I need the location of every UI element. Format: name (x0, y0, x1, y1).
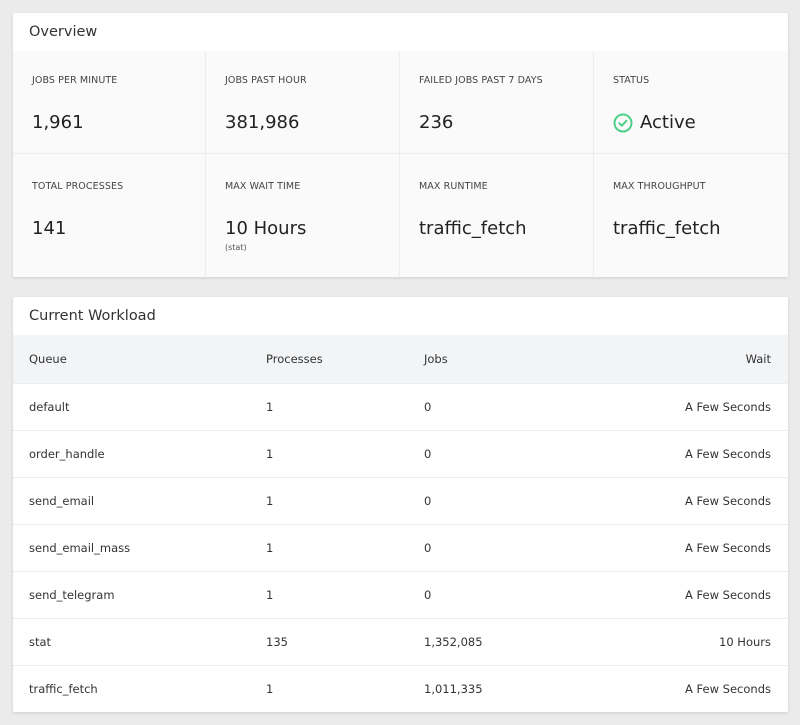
cell-processes: 1 (266, 429, 424, 477)
stat-value: 236 (419, 112, 454, 133)
table-header-row: Queue Processes Jobs Wait (13, 335, 788, 383)
stat-value-wrap: 1,961 (32, 112, 205, 133)
stat-subtext: (stat) (225, 243, 247, 252)
table-row[interactable]: stat 135 1,352,085 10 Hours (13, 617, 788, 665)
stat-label: Max Runtime (419, 181, 488, 192)
column-header-jobs: Jobs (424, 335, 556, 383)
stat-total-processes: Total Processes 141 (13, 154, 206, 277)
cell-jobs: 0 (424, 429, 556, 477)
stat-value-wrap: Active (613, 112, 788, 133)
cell-wait: A Few Seconds (555, 382, 788, 430)
workload-table: Queue Processes Jobs Wait default 1 0 A Few Se… (13, 335, 788, 712)
cell-wait: 10 Hours (555, 617, 788, 665)
cell-queue: send_telegram (13, 570, 266, 618)
overview-title: Overview (29, 24, 98, 40)
cell-jobs: 0 (424, 476, 556, 524)
stats-grid: Jobs Per Minute 1,961 Jobs Past Hour 381,98… (13, 51, 788, 277)
table-row[interactable]: default 1 0 A Few Seconds (13, 382, 788, 430)
stat-label: Jobs Past Hour (225, 75, 307, 86)
cell-jobs: 0 (424, 523, 556, 571)
stat-value-wrap: 236 (419, 112, 593, 133)
cell-processes: 135 (266, 617, 424, 665)
stat-value-wrap: 141 (32, 218, 205, 239)
cell-jobs: 0 (424, 570, 556, 618)
table-row[interactable]: send_email_mass 1 0 A Few Seconds (13, 523, 788, 571)
stat-jobs-past-hour: Jobs Past Hour 381,986 (206, 51, 400, 154)
cell-processes: 1 (266, 664, 424, 712)
stat-label: Max Wait Time (225, 181, 301, 192)
stat-label: Max Throughput (613, 181, 706, 192)
cell-queue: default (13, 382, 266, 430)
stat-value-wrap: 381,986 (225, 112, 399, 133)
table-row[interactable]: send_email 1 0 A Few Seconds (13, 476, 788, 524)
stat-value: traffic_fetch (613, 218, 721, 239)
column-header-wait: Wait (555, 335, 788, 383)
cell-wait: A Few Seconds (555, 429, 788, 477)
cell-processes: 1 (266, 523, 424, 571)
stat-label: Total Processes (32, 181, 124, 192)
cell-queue: send_email (13, 476, 266, 524)
cell-queue: stat (13, 617, 266, 665)
stat-max-wait-time: Max Wait Time 10 Hours (stat) (206, 154, 400, 277)
check-circle-icon (613, 113, 633, 132)
stat-label: Jobs Per Minute (32, 75, 118, 86)
cell-queue: order_handle (13, 429, 266, 477)
stat-jobs-per-minute: Jobs Per Minute 1,961 (13, 51, 206, 154)
cell-wait: A Few Seconds (555, 523, 788, 571)
stat-value: Active (640, 112, 696, 133)
workload-title: Current Workload (29, 308, 156, 324)
column-header-processes: Processes (266, 335, 424, 383)
cell-wait: A Few Seconds (555, 664, 788, 712)
stat-value: 10 Hours (225, 218, 307, 239)
cell-processes: 1 (266, 570, 424, 618)
stat-value-wrap: traffic_fetch (613, 218, 788, 239)
stat-max-throughput: Max Throughput traffic_fetch (594, 154, 788, 277)
stat-value: traffic_fetch (419, 218, 527, 239)
cell-queue: send_email_mass (13, 523, 266, 571)
cell-processes: 1 (266, 382, 424, 430)
cell-queue: traffic_fetch (13, 664, 266, 712)
stat-label: Failed Jobs Past 7 Days (419, 75, 543, 86)
stat-max-runtime: Max Runtime traffic_fetch (400, 154, 594, 277)
table-row[interactable]: send_telegram 1 0 A Few Seconds (13, 570, 788, 618)
stat-value: 381,986 (225, 112, 300, 133)
cell-jobs: 0 (424, 382, 556, 430)
stat-value: 1,961 (32, 112, 84, 133)
stat-status: Status Active (594, 51, 788, 154)
stat-value-wrap: 10 Hours (225, 218, 399, 239)
cell-jobs: 1,011,335 (424, 664, 556, 712)
cell-jobs: 1,352,085 (424, 617, 556, 665)
table-row[interactable]: order_handle 1 0 A Few Seconds (13, 429, 788, 477)
workload-card: Current Workload Queue Processes Jobs Wait … (13, 297, 788, 712)
cell-wait: A Few Seconds (555, 570, 788, 618)
overview-card: Overview Jobs Per Minute 1,961 Jobs Past H… (13, 13, 788, 277)
column-header-queue: Queue (13, 335, 266, 383)
stat-value-wrap: traffic_fetch (419, 218, 593, 239)
cell-wait: A Few Seconds (555, 476, 788, 524)
stat-label: Status (613, 75, 650, 86)
stat-value: 141 (32, 218, 67, 239)
stat-failed-jobs-past-7-days: Failed Jobs Past 7 Days 236 (400, 51, 594, 154)
table-row[interactable]: traffic_fetch 1 1,011,335 A Few Seconds (13, 664, 788, 712)
cell-processes: 1 (266, 476, 424, 524)
